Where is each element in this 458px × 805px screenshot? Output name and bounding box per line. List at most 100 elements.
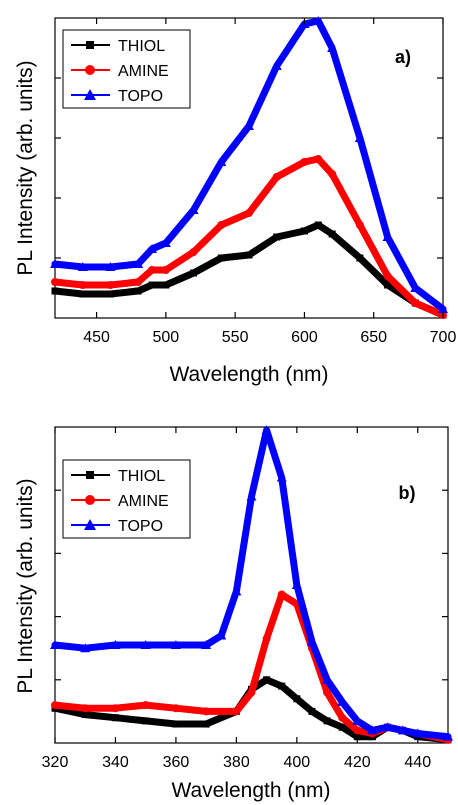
legend-entry-topo-b: TOPO — [71, 518, 163, 535]
data-point-thiol — [263, 676, 271, 684]
data-point-topo — [306, 636, 317, 646]
data-point-thiol — [293, 695, 301, 703]
data-point-topo — [110, 640, 121, 650]
legend-label-topo-b: TOPO — [118, 518, 163, 535]
data-point-topo — [216, 157, 227, 166]
legend-label-amine-b: AMINE — [118, 493, 169, 510]
data-point-topo — [322, 674, 333, 684]
data-point-topo — [412, 728, 423, 738]
y-axis-ticks-b — [55, 489, 448, 681]
data-point-topo — [216, 630, 227, 640]
legend-entry-thiol-a: THIOL — [71, 38, 165, 55]
data-point-thiol — [134, 287, 142, 295]
data-point-topo — [410, 283, 421, 292]
data-point-thiol — [162, 281, 170, 289]
data-point-amine — [161, 266, 170, 274]
data-point-thiol — [111, 714, 119, 722]
data-point-amine — [81, 704, 90, 713]
data-point-topo — [291, 580, 302, 589]
legend-marker-triangle-b — [84, 519, 96, 530]
x-tick-label: 420 — [344, 754, 371, 771]
panel-label-b: b) — [399, 483, 416, 503]
x-tick-label: 450 — [83, 329, 110, 346]
data-point-amine — [111, 704, 120, 713]
data-point-amine — [51, 701, 59, 710]
series-group-b — [50, 425, 453, 744]
x-tick-label: 700 — [430, 329, 457, 346]
data-point-thiol — [202, 720, 210, 728]
data-point-thiol — [338, 723, 346, 731]
data-point-topo — [397, 725, 408, 735]
data-point-topo — [147, 244, 157, 253]
data-point-topo — [188, 205, 199, 214]
legend-marker-square-b — [86, 471, 94, 479]
data-point-amine — [148, 266, 156, 274]
panel-label-a: a) — [395, 47, 411, 67]
data-point-topo — [337, 696, 348, 706]
plot-frame-a — [54, 17, 444, 319]
x-tick-label: 440 — [404, 754, 431, 771]
data-point-topo — [231, 586, 242, 596]
data-point-topo — [352, 715, 363, 725]
legend-label-topo-a: TOPO — [118, 88, 163, 105]
data-point-topo — [382, 722, 393, 732]
data-point-thiol — [106, 290, 114, 298]
x-axis-ticks-b: 320 340 360 380 400 420 440 — [42, 427, 431, 771]
data-point-amine — [217, 221, 226, 229]
data-point-thiol — [172, 720, 180, 728]
data-point-topo — [443, 731, 453, 741]
data-point-amine — [51, 278, 59, 286]
data-point-thiol — [148, 281, 156, 289]
x-axis-label-b: Wavelength (nm) — [171, 779, 330, 802]
data-point-thiol — [273, 233, 281, 241]
data-point-amine — [106, 281, 115, 289]
legend-marker-square-a — [86, 41, 94, 49]
data-point-topo — [201, 640, 212, 650]
data-point-thiol — [81, 711, 89, 719]
data-point-amine — [202, 707, 211, 716]
data-point-thiol — [353, 733, 361, 741]
data-point-amine — [171, 704, 180, 713]
data-point-thiol — [51, 287, 59, 295]
data-point-topo — [133, 259, 144, 268]
y-axis-ticks-a — [55, 77, 443, 259]
x-tick-label: 340 — [102, 754, 129, 771]
data-point-thiol — [190, 269, 198, 277]
data-point-amine — [314, 155, 323, 163]
x-tick-label: 550 — [222, 329, 249, 346]
data-point-topo — [170, 640, 181, 650]
data-point-topo — [313, 16, 324, 25]
data-point-thiol — [217, 254, 225, 262]
x-axis-ticks-a: 450 500 550 600 650 700 — [83, 18, 456, 346]
x-tick-label: 360 — [163, 754, 190, 771]
data-point-thiol — [308, 707, 316, 715]
legend-label-amine-a: AMINE — [118, 63, 169, 80]
legend-a: THIOL AMINE TOPO — [62, 29, 191, 109]
x-axis-label-a: Wavelength (nm) — [169, 363, 328, 386]
chart-panel-a: 450 500 550 600 650 700 Wavelength (nm) PL In… — [14, 16, 456, 386]
data-point-topo — [438, 304, 448, 313]
data-point-amine — [411, 299, 420, 307]
data-point-amine — [383, 272, 392, 280]
data-point-topo — [244, 121, 254, 130]
data-point-amine — [328, 170, 337, 178]
chart-panel-b: 320 340 360 380 400 420 440 Wavelength (nm) PL… — [14, 425, 453, 802]
data-point-thiol — [79, 290, 87, 298]
data-point-topo — [261, 425, 272, 435]
data-point-topo — [50, 259, 60, 268]
x-tick-label: 400 — [283, 754, 310, 771]
data-point-thiol — [300, 227, 308, 235]
legend-marker-circle-b — [85, 495, 95, 505]
data-point-topo — [77, 262, 88, 271]
data-point-topo — [246, 491, 257, 501]
data-point-topo — [271, 61, 282, 70]
y-axis-label-b: PL Intensity (arb. units) — [14, 478, 37, 693]
data-point-amine — [272, 173, 281, 181]
data-point-amine — [78, 281, 87, 289]
data-point-topo — [160, 238, 171, 247]
data-point-topo — [327, 43, 338, 52]
legend-entry-amine-a: AMINE — [71, 63, 169, 80]
data-point-topo — [105, 262, 116, 271]
data-point-amine — [300, 158, 309, 166]
